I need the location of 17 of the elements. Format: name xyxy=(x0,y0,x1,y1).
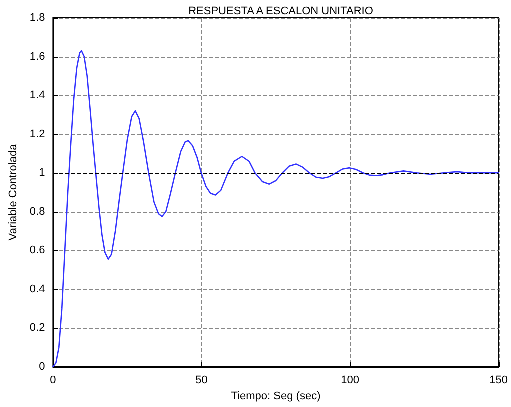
x-tick-label: 50 xyxy=(196,374,208,386)
y-tick-label: 0.8 xyxy=(30,206,46,218)
x-axis-title: Tiempo: Seg (sec) xyxy=(231,390,321,402)
y-tick-label: 0.2 xyxy=(30,322,46,334)
x-tick-label: 0 xyxy=(50,374,56,386)
y-axis-title: Variable Controlada xyxy=(8,143,20,241)
y-tick-label: 1.4 xyxy=(30,90,46,102)
x-tick-label: 100 xyxy=(341,374,360,386)
y-tick-label: 0.6 xyxy=(30,244,46,257)
y-tick-label: 0.4 xyxy=(30,283,46,296)
chart-title: RESPUESTA A ESCALON UNITARIO xyxy=(188,6,374,18)
y-tick-label: 1.6 xyxy=(30,50,46,63)
y-tick-label: 1.8 xyxy=(30,12,46,24)
y-tick-label: 1 xyxy=(39,167,46,180)
x-tick-label: 150 xyxy=(490,374,508,386)
y-tick-label: 0 xyxy=(39,361,46,373)
y-tick-label: 1.2 xyxy=(30,128,46,140)
